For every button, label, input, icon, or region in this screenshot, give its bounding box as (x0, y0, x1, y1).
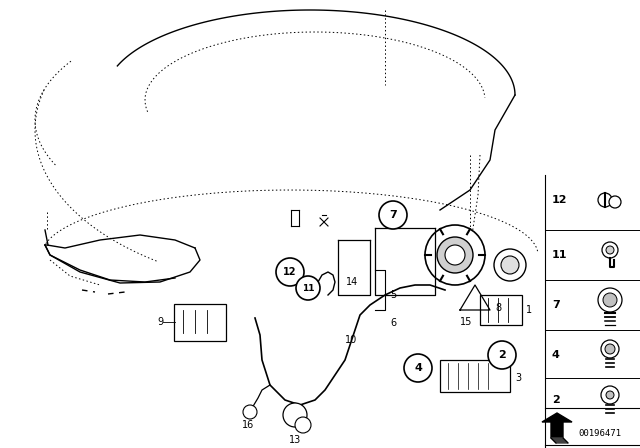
Circle shape (501, 256, 519, 274)
Circle shape (601, 340, 619, 358)
Text: 8: 8 (495, 303, 501, 313)
Text: 11: 11 (301, 284, 314, 293)
Text: 14: 14 (346, 277, 358, 287)
Circle shape (494, 249, 526, 281)
Circle shape (276, 258, 304, 286)
Circle shape (602, 242, 618, 258)
Polygon shape (460, 285, 490, 310)
Circle shape (425, 225, 485, 285)
Circle shape (243, 405, 257, 419)
Text: 2: 2 (498, 350, 506, 360)
Circle shape (379, 201, 407, 229)
Text: 00196471: 00196471 (578, 428, 621, 438)
Text: 12: 12 (284, 267, 297, 277)
Circle shape (601, 386, 619, 404)
Circle shape (598, 288, 622, 312)
Circle shape (437, 237, 473, 273)
Text: 3: 3 (515, 373, 521, 383)
Text: 16: 16 (242, 420, 254, 430)
Text: 1: 1 (526, 305, 532, 315)
Circle shape (404, 354, 432, 382)
Circle shape (609, 196, 621, 208)
Circle shape (295, 417, 311, 433)
Text: 7: 7 (552, 300, 560, 310)
Circle shape (296, 276, 320, 300)
Circle shape (488, 341, 516, 369)
Text: 4: 4 (552, 350, 560, 360)
Circle shape (605, 344, 615, 354)
Text: 2: 2 (552, 395, 560, 405)
Bar (440, 360, 510, 392)
Text: 4: 4 (414, 363, 422, 373)
Text: 7: 7 (389, 210, 397, 220)
Circle shape (603, 293, 617, 307)
Text: 9: 9 (157, 317, 163, 327)
Text: 5: 5 (390, 290, 396, 300)
Text: 12: 12 (552, 195, 568, 205)
Bar (480, 295, 522, 325)
Text: 15: 15 (460, 317, 472, 327)
Text: 13: 13 (289, 435, 301, 445)
Text: 11: 11 (552, 250, 568, 260)
Circle shape (606, 391, 614, 399)
Circle shape (598, 193, 612, 207)
Circle shape (606, 246, 614, 254)
FancyBboxPatch shape (174, 304, 226, 341)
Text: 6: 6 (390, 318, 396, 328)
Circle shape (283, 403, 307, 427)
Circle shape (445, 245, 465, 265)
Text: 10: 10 (345, 335, 357, 345)
Polygon shape (551, 438, 568, 443)
Polygon shape (542, 413, 572, 438)
